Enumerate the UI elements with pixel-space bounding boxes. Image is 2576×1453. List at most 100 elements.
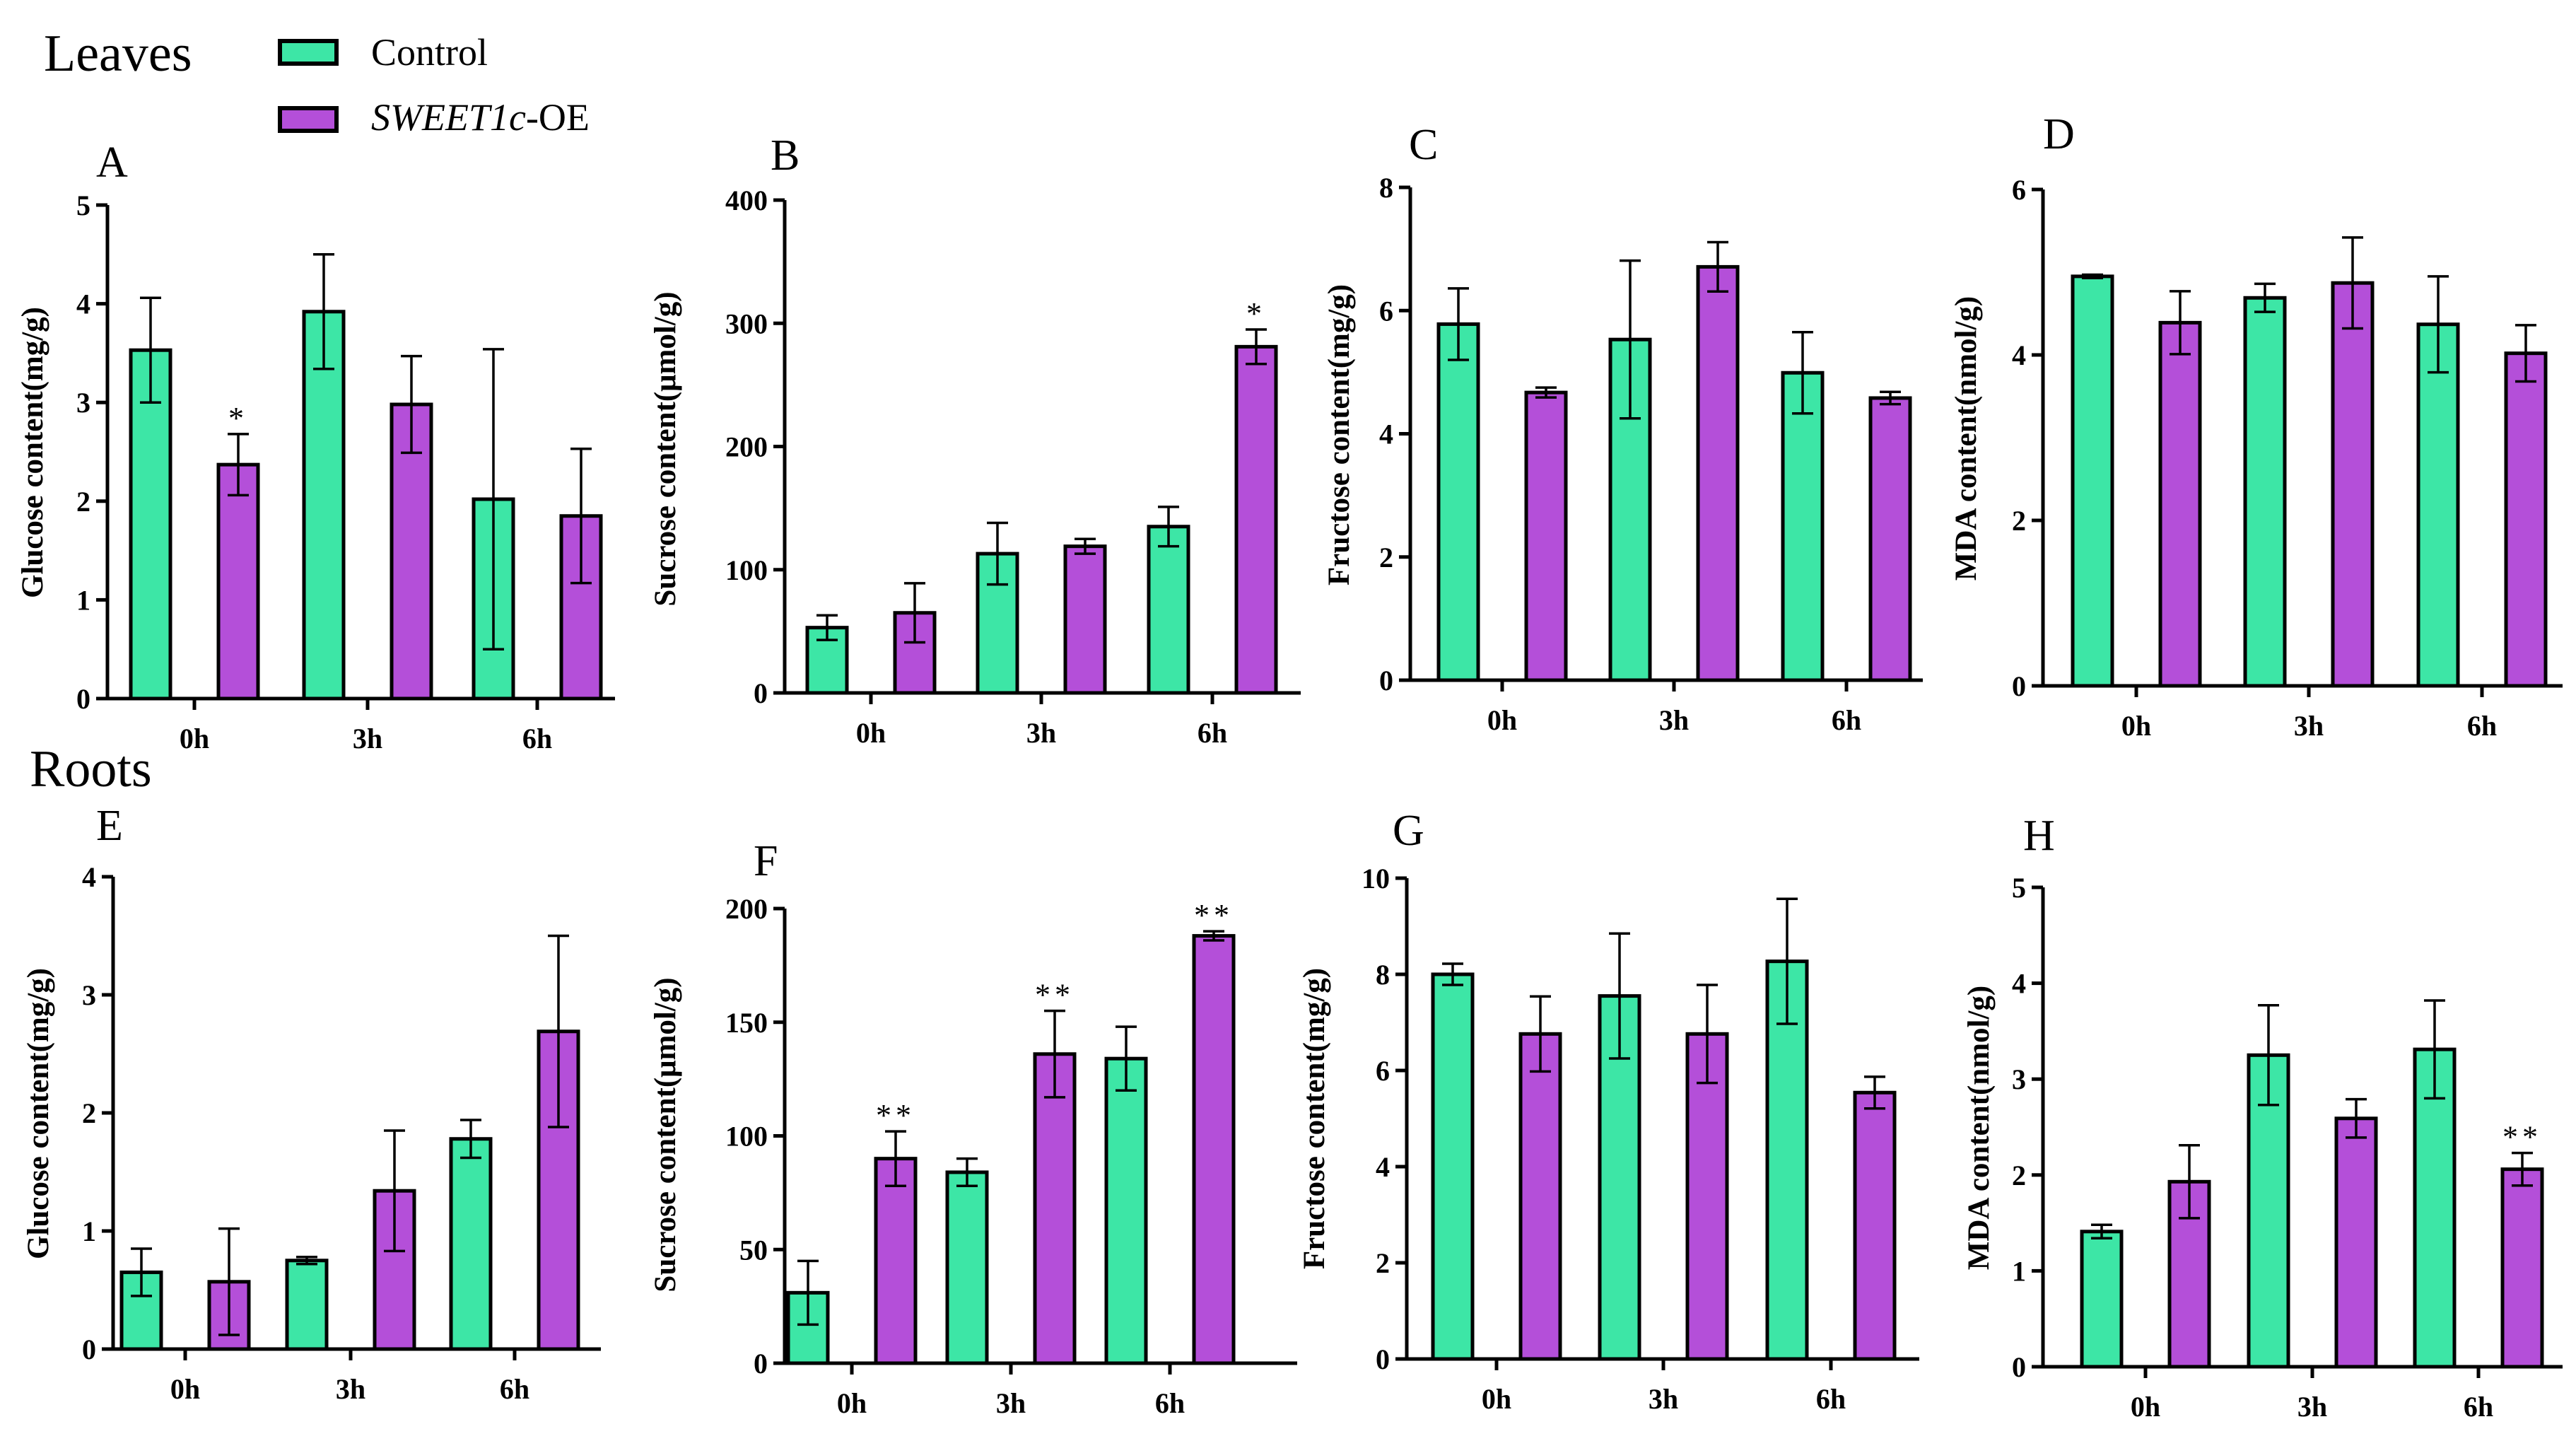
panel-h: H MDA content(nmol/g) 0 1 2 3 4 5 0h 3h 6h ** — [1962, 812, 2563, 1423]
x-tick-label-h: 3h — [2297, 1391, 2327, 1423]
y-tick-label-g: 10 — [1362, 863, 1390, 894]
y-tick-label-h: 3 — [2012, 1063, 2026, 1095]
bar-h-control — [2247, 1053, 2290, 1369]
section-title-roots: Roots — [30, 740, 152, 798]
x-tick-label-b: 3h — [1026, 717, 1056, 749]
y-tick-label-b: 0 — [754, 677, 768, 709]
error-bar-g-control — [1442, 962, 1463, 986]
x-tick-label-b: 0h — [856, 717, 886, 749]
bar-g-oe — [1853, 1090, 1897, 1361]
y-axis-title-h: MDA content(nmol/g) — [1962, 986, 1996, 1270]
x-tick-label-f: 6h — [1155, 1387, 1185, 1419]
panel-letter-d: D — [2043, 110, 2075, 158]
bar-g-oe — [1518, 1032, 1562, 1361]
y-tick-label-g: 4 — [1376, 1151, 1390, 1183]
x-tick-label-c: 0h — [1487, 704, 1517, 736]
error-bar-f-oe — [1044, 1009, 1065, 1099]
bar-f-control — [1104, 1056, 1148, 1365]
y-tick-label-e: 0 — [82, 1334, 96, 1365]
y-tick-label-c: 6 — [1379, 295, 1393, 327]
error-bar-h-oe — [2512, 1151, 2533, 1187]
panel-g: G Fructose content(mg/g) 0 2 4 6 8 10 0h 3h 6h — [1298, 807, 1919, 1415]
y-tick-label-h: 1 — [2012, 1255, 2026, 1287]
error-bar-g-control — [1609, 932, 1630, 1060]
y-tick-label-b: 400 — [725, 185, 768, 216]
y-tick-label-h: 4 — [2012, 968, 2026, 1000]
legend: Control SWEET1c-OE — [278, 31, 590, 139]
panel-letter-a: A — [96, 139, 128, 187]
x-tick-label-e: 3h — [336, 1373, 365, 1405]
error-bar-f-oe — [885, 1130, 906, 1187]
y-tick-label-c: 4 — [1379, 419, 1393, 450]
x-tick-label-b: 6h — [1198, 717, 1227, 749]
y-tick-label-a: 4 — [76, 288, 90, 320]
error-bar-g-oe — [1530, 995, 1551, 1073]
x-tick-label-h: 0h — [2131, 1391, 2160, 1423]
bar-c-oe — [1868, 396, 1912, 682]
bar-a-oe — [216, 462, 260, 701]
error-bar-b-oe — [904, 582, 925, 644]
error-bar-g-control — [1776, 897, 1798, 1025]
x-tick-label-d: 0h — [2121, 710, 2151, 742]
error-bar-a-oe — [570, 448, 592, 585]
error-bar-g-oe — [1864, 1075, 1885, 1110]
x-tick-label-e: 0h — [170, 1373, 200, 1405]
significance-label-b: * — [1246, 296, 1266, 331]
error-bar-h-oe — [2346, 1097, 2367, 1139]
x-tick-label-f: 3h — [996, 1387, 1026, 1419]
panel-letter-g: G — [1393, 807, 1424, 855]
bar-e-control — [449, 1137, 493, 1351]
bar-h-control — [2080, 1230, 2124, 1369]
legend-label-oe-gene: SWEET1c — [371, 96, 526, 139]
y-tick-label-a: 0 — [76, 683, 90, 715]
panel-letter-b: B — [771, 132, 800, 180]
error-bar-f-control — [956, 1157, 978, 1187]
panel-letter-c: C — [1409, 121, 1438, 169]
error-bar-d-oe — [2515, 324, 2536, 383]
error-bar-e-oe — [548, 934, 569, 1128]
bar-g-control — [1431, 972, 1475, 1361]
panels: A Glucose content(mg/g) 0 1 2 3 4 5 0h 3h 6h * B Sucr… — [16, 110, 2563, 1423]
panel-letter-h: H — [2023, 812, 2055, 860]
y-tick-label-d: 4 — [2012, 339, 2026, 371]
error-bar-d-control — [2254, 282, 2276, 313]
bar-b-oe — [1063, 544, 1107, 695]
error-bar-c-control — [1792, 330, 1813, 415]
error-bar-a-oe — [228, 433, 249, 497]
y-tick-label-e: 4 — [82, 861, 96, 893]
error-bar-c-oe — [1707, 240, 1728, 293]
bar-c-control — [1436, 322, 1480, 682]
panel-a: A Glucose content(mg/g) 0 1 2 3 4 5 0h 3h 6h * — [16, 139, 615, 754]
y-tick-label-g: 6 — [1376, 1055, 1390, 1087]
bar-c-oe — [1696, 264, 1740, 682]
x-tick-label-h: 6h — [2464, 1391, 2493, 1423]
bar-h-oe — [2500, 1167, 2544, 1369]
legend-label-control: Control — [371, 31, 488, 74]
panel-f: F Sucrose content(μmol/g) 0 50 100 150 200 0h 3h… — [649, 837, 1297, 1419]
error-bar-b-oe — [1075, 537, 1096, 555]
x-tick-label-a: 6h — [522, 723, 552, 754]
y-tick-label-a: 5 — [76, 189, 90, 221]
y-tick-label-h: 2 — [2012, 1160, 2026, 1191]
y-tick-label-d: 6 — [2012, 174, 2026, 206]
y-tick-label-a: 1 — [76, 584, 90, 616]
y-tick-label-b: 100 — [725, 554, 768, 586]
error-bar-h-control — [2258, 1004, 2279, 1107]
y-tick-label-g: 2 — [1376, 1247, 1390, 1279]
x-tick-label-e: 6h — [500, 1373, 529, 1405]
y-axis-title-g: Fructose content(mg/g) — [1298, 968, 1331, 1269]
bar-d-control — [2416, 322, 2460, 688]
y-axis-title-e: Glucose content(mg/g) — [22, 968, 55, 1259]
x-tick-label-a: 0h — [180, 723, 209, 754]
error-bar-h-control — [2091, 1223, 2112, 1240]
error-bar-e-oe — [218, 1227, 240, 1336]
y-tick-label-a: 3 — [76, 387, 90, 419]
x-tick-label-d: 3h — [2294, 710, 2324, 742]
error-bar-d-oe — [2170, 290, 2191, 356]
y-tick-label-f: 150 — [725, 1007, 768, 1039]
bar-g-oe — [1685, 1032, 1729, 1361]
significance-label-f: ** — [1194, 898, 1234, 933]
legend-swatch-oe — [278, 106, 339, 133]
y-tick-label-f: 0 — [754, 1348, 768, 1379]
panel-b: B Sucrose content(μmol/g) 0 100 200 300 400 0h 3… — [649, 132, 1301, 749]
